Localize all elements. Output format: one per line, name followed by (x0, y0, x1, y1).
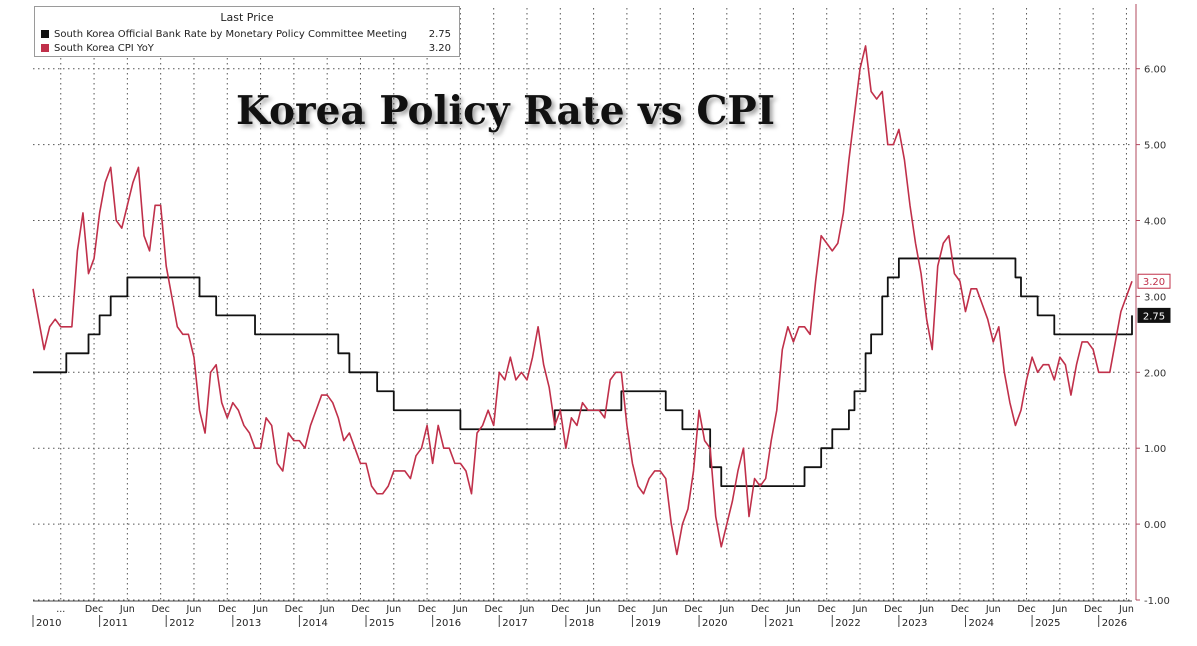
x-tick-label: Dec (751, 604, 769, 615)
x-tick-label: Dec (618, 604, 636, 615)
x-tick-label: Jun (585, 604, 601, 615)
x-tick-label: Jun (186, 604, 202, 615)
end-label-box (1137, 307, 1171, 323)
x-tick-label: Jun (852, 604, 868, 615)
x-year-label: 2017 (502, 618, 527, 629)
x-year-label: 2012 (169, 618, 194, 629)
x-tick-label: Dec (151, 604, 169, 615)
y-tick-label: 6.00 (1144, 65, 1166, 76)
x-year-label: 2024 (968, 618, 993, 629)
x-tick-label: Dec (218, 604, 236, 615)
x-tick-label: Dec (684, 604, 702, 615)
x-year-label: 2025 (1035, 618, 1060, 629)
y-tick-label: 1.00 (1144, 444, 1166, 455)
x-tick-label: Jun (918, 604, 934, 615)
end-label-cpi: 3.20 (1137, 273, 1171, 289)
x-tick-label: Dec (85, 604, 103, 615)
x-year-label: 2020 (702, 618, 727, 629)
x-tick-label: Dec (484, 604, 502, 615)
x-year-label: 2021 (769, 618, 794, 629)
series-line-cpi (32, 45, 1133, 556)
x-tick-label: Dec (951, 604, 969, 615)
x-year-label: 2010 (36, 618, 61, 629)
y-tick-label: 3.00 (1144, 292, 1166, 303)
x-year-label: 2019 (635, 618, 660, 629)
x-year-label: 2015 (369, 618, 394, 629)
y-tick-label: 2.00 (1144, 368, 1166, 379)
x-tick-label: Jun (785, 604, 801, 615)
x-tick-label: Dec (551, 604, 569, 615)
legend-label-bank-rate: South Korea Official Bank Rate by Moneta… (54, 28, 407, 40)
x-tick-label: Dec (351, 604, 369, 615)
x-tick-label: Jun (452, 604, 468, 615)
gridlines (33, 8, 1132, 601)
x-tick-label: Jun (119, 604, 135, 615)
x-tick-label: Jun (385, 604, 401, 615)
legend-value-bank-rate: 2.75 (428, 28, 451, 40)
series-line-bank-rate (33, 257, 1133, 488)
overlay-title: Korea Policy Rate vs CPI (236, 88, 775, 134)
legend-swatch-bank-rate (41, 30, 49, 38)
legend: Last Price South Korea Official Bank Rat… (34, 6, 460, 57)
x-tick-label: Jun (519, 604, 535, 615)
x-year-label: 2011 (103, 618, 128, 629)
x-tick-label: Jun (1118, 604, 1134, 615)
y-tick-label: 5.00 (1144, 141, 1166, 152)
axes: -1.00 0.00 1.00 2.00 3.00 4.00 5.00 6.00... Dec J… (32, 4, 1170, 629)
y-tick-label: 4.00 (1144, 217, 1166, 228)
y-tick-label: 0.00 (1144, 520, 1166, 531)
x-tick-label: Jun (652, 604, 668, 615)
x-year-label: 2018 (569, 618, 594, 629)
x-tick-label: Dec (818, 604, 836, 615)
legend-swatch-cpi (41, 44, 49, 52)
x-tick-label: Jun (985, 604, 1001, 615)
legend-header: Last Price (220, 11, 274, 24)
x-year-label: 2026 (1102, 618, 1127, 629)
y-tick-label: -1.00 (1144, 596, 1170, 607)
series-lines (32, 45, 1133, 556)
legend-value-cpi: 3.20 (428, 42, 451, 54)
x-tick-label: ... (56, 604, 65, 615)
x-year-label: 2016 (436, 618, 461, 629)
legend-label-cpi: South Korea CPI YoY (54, 42, 154, 54)
end-label-bank-rate: 2.75 (1137, 307, 1171, 323)
x-tick-label: Jun (1051, 604, 1067, 615)
x-tick-label: Jun (319, 604, 335, 615)
x-year-label: 2013 (236, 618, 261, 629)
legend-item-bank-rate: South Korea Official Bank Rate by Moneta… (41, 27, 451, 41)
x-year-label: 2023 (902, 618, 927, 629)
legend-item-cpi: South Korea CPI YoY 3.20 (41, 41, 451, 55)
x-year-label: 2022 (835, 618, 860, 629)
x-tick-label: Dec (1084, 604, 1102, 615)
end-label-text: 3.20 (1143, 277, 1165, 288)
x-tick-label: Dec (884, 604, 902, 615)
x-year-label: 2014 (302, 618, 327, 629)
x-tick-label: Dec (418, 604, 436, 615)
end-label-text: 2.75 (1143, 311, 1165, 322)
x-tick-label: Jun (252, 604, 268, 615)
x-tick-label: Dec (285, 604, 303, 615)
x-tick-label: Dec (1017, 604, 1035, 615)
end-labels: 3.20 2.75 (1137, 273, 1171, 323)
end-label-box (1137, 273, 1171, 289)
x-tick-label: Jun (718, 604, 734, 615)
